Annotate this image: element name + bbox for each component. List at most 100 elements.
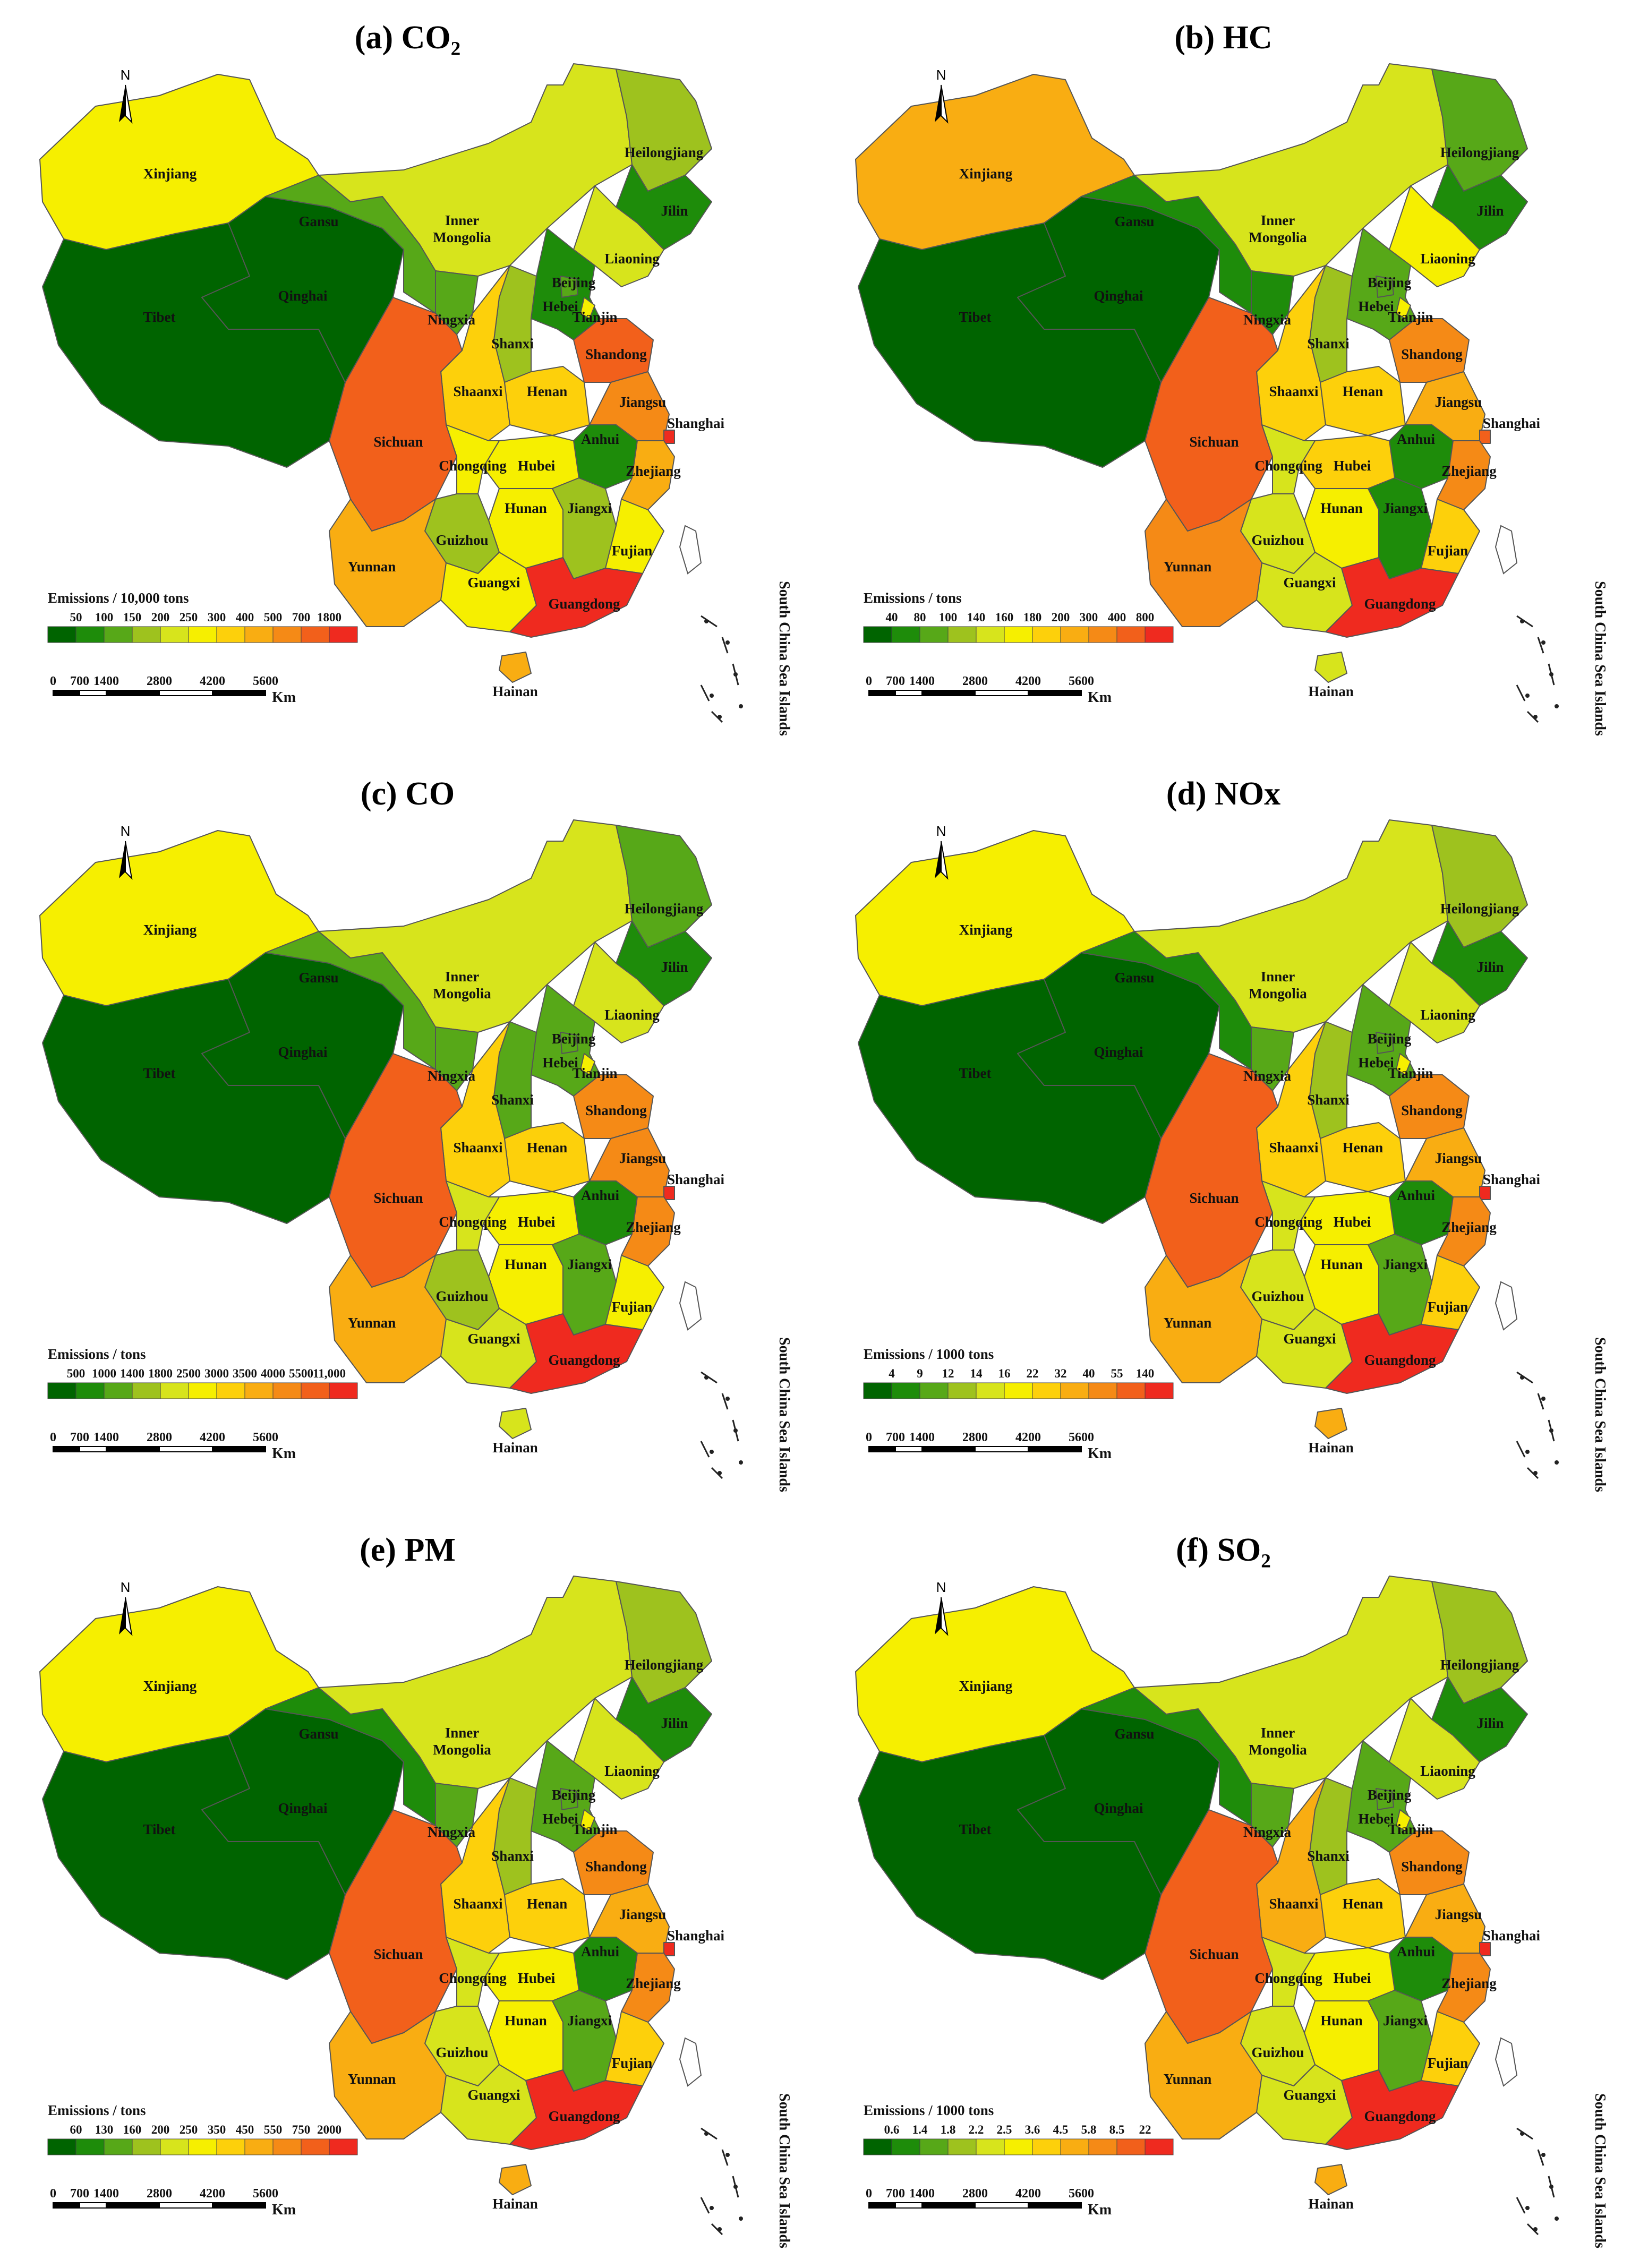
province-label-tibet: Tibet: [959, 1065, 991, 1081]
province-label-fujian: Fujian: [1428, 1299, 1468, 1315]
province-label-guizhou: Guizhou: [1251, 532, 1304, 548]
province-label-anhui: Anhui: [1397, 1187, 1436, 1203]
legend-break-label: 140: [1136, 1367, 1155, 1380]
province-guangdong: [509, 1313, 643, 1394]
scale-tick-label: 700: [70, 1431, 89, 1444]
legend-swatch: [1032, 2138, 1061, 2155]
province-label-tianjin: Tianjin: [572, 1821, 617, 1837]
province-label-hunan: Hunan: [1320, 500, 1363, 516]
north-label: N: [121, 1579, 131, 1595]
province-label-shandong: Shandong: [585, 1859, 647, 1875]
legend-swatch: [216, 1382, 245, 1399]
legend-break-label: 150: [123, 611, 142, 624]
province-label-jiangxi: Jiangxi: [567, 1256, 612, 1272]
province-label-mongolia: Mongolia: [1249, 1742, 1307, 1758]
legend-break-label: 200: [151, 2123, 170, 2136]
province-label-shandong: Shandong: [1401, 346, 1463, 362]
province-label-jiangxi: Jiangxi: [1383, 1256, 1428, 1272]
scale-tick-label: 4200: [200, 674, 225, 688]
province-label-hubei: Hubei: [518, 458, 556, 474]
province-zhejiang: [621, 1953, 675, 2023]
province-label-jiangsu: Jiangsu: [619, 1150, 667, 1166]
province-henan: [1320, 366, 1406, 436]
legend-break-label: 14: [970, 1367, 983, 1380]
legend-swatch: [947, 2138, 977, 2155]
province-label-inner: Inner: [445, 1725, 480, 1741]
province-label-guizhou: Guizhou: [435, 2044, 488, 2060]
province-label-jilin: Jilin: [1476, 1715, 1504, 1731]
legend-swatch: [75, 2138, 105, 2155]
province-label-hubei: Hubei: [1334, 458, 1371, 474]
province-label-fujian: Fujian: [1428, 543, 1468, 559]
legend-swatch: [160, 2138, 189, 2155]
province-label-sichuan: Sichuan: [373, 1190, 423, 1206]
province-label-shanxi: Shanxi: [491, 336, 534, 352]
legend-break-label: 5500: [289, 1367, 313, 1380]
province-label-shandong: Shandong: [1401, 1102, 1463, 1118]
province-fujian: [605, 2011, 664, 2086]
province-label-ningxia: Ningxia: [428, 312, 476, 328]
province-label-heilongjiang: Heilongjiang: [625, 901, 704, 917]
scale-tick-label: 4200: [1015, 1431, 1041, 1444]
legend-swatch: [1060, 2138, 1089, 2155]
province-label-chongqing: Chongqing: [1254, 1970, 1322, 1986]
north-arrow-icon: [935, 841, 949, 880]
legend-swatch: [1060, 1382, 1089, 1399]
legend-break-label: 1000: [92, 1367, 116, 1380]
province-label-yunnan: Yunnan: [348, 559, 396, 575]
province-label-liaoning: Liaoning: [604, 1007, 660, 1023]
province-chongqing: [1261, 1937, 1316, 2007]
legend-break-label: 55: [1111, 1367, 1123, 1380]
province-label-shaanxi: Shaanxi: [453, 383, 503, 399]
province-label-tianjin: Tianjin: [1388, 309, 1433, 325]
province-zhejiang: [1437, 440, 1491, 510]
province-label-beijing: Beijing: [1368, 1787, 1412, 1803]
scale-tick-label: 2800: [962, 1431, 988, 1444]
legend-swatch: [75, 626, 105, 643]
province-label-xinjiang: Xinjiang: [143, 922, 197, 938]
legend-swatch: [919, 2138, 949, 2155]
legend-swatch: [329, 2138, 358, 2155]
legend-break-label: 40: [1083, 1367, 1095, 1380]
province-tianjin: [1396, 297, 1411, 319]
legend-break-label: 16: [998, 1367, 1011, 1380]
province-zhejiang: [621, 440, 675, 510]
legend-break-label: 3.6: [1025, 2123, 1040, 2136]
taiwan-outline: [679, 525, 702, 575]
province-label-gansu: Gansu: [298, 970, 338, 986]
province-ningxia: [435, 1783, 479, 1847]
map-panel-d: (d) NOx Xinjiang Tibet Qinghai Gansu Inner Mon…: [816, 756, 1631, 1512]
legend-swatch: [272, 1382, 302, 1399]
province-label-jilin: Jilin: [661, 203, 688, 219]
province-label-shanxi: Shanxi: [1307, 1092, 1350, 1108]
scale-tick-label: 5600: [1069, 1431, 1094, 1444]
legend: Emissions / 1000 tons 0.6 1.4 1.8 2.2 2.5 3.6 4…: [863, 2102, 1174, 2155]
province-label-tianjin: Tianjin: [1388, 1821, 1433, 1837]
south-china-sea-inset: [1516, 2127, 1559, 2236]
south-china-sea-label: South China Sea Islands: [1592, 1337, 1608, 1492]
province-fujian: [605, 499, 664, 574]
legend-swatch: [1032, 626, 1061, 643]
legend-swatch: [301, 1382, 330, 1399]
scale-tick-label: 0: [50, 2187, 56, 2201]
province-tianjin: [580, 297, 595, 319]
panel-title: (f) SO₂: [1176, 1532, 1271, 1568]
province-label-guangxi: Guangxi: [467, 2087, 520, 2103]
province-label-shanghai: Shanghai: [667, 1171, 725, 1187]
legend-swatch: [1032, 1382, 1061, 1399]
legend-swatch: [329, 1382, 358, 1399]
legend-swatch: [188, 626, 217, 643]
province-label-hunan: Hunan: [505, 1256, 547, 1272]
legend-break-label: 180: [1023, 611, 1042, 624]
province-label-jiangxi: Jiangxi: [567, 2013, 612, 2029]
north-arrow-icon: [935, 1597, 949, 1636]
north-label: N: [936, 67, 946, 83]
legend-break-label: 1800: [148, 1367, 173, 1380]
province-label-shanghai: Shanghai: [1483, 415, 1541, 431]
legend-break-label: 550: [264, 2123, 283, 2136]
scale-tick-label: 2800: [147, 1431, 172, 1444]
province-label-tibet: Tibet: [959, 309, 991, 325]
map-panel-b: (b) HC Xinjiang Tibet Qinghai Gansu Inner Mong…: [816, 0, 1631, 756]
